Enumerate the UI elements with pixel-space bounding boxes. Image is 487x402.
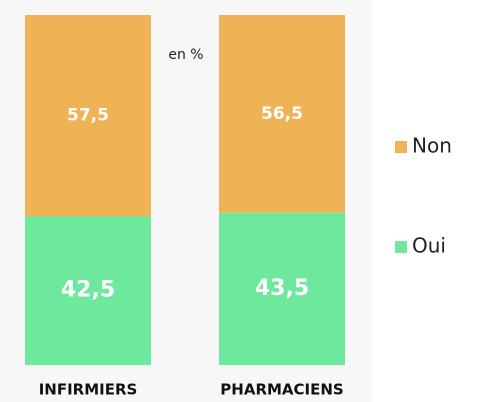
data-label: 57,5	[67, 106, 109, 126]
data-label: 43,5	[255, 276, 309, 301]
data-label: 42,5	[61, 278, 115, 303]
bar-segment	[25, 15, 151, 217]
bar-segment	[219, 212, 345, 365]
legend-label: Oui	[412, 234, 446, 258]
x-tick-label: PHARMACIENS	[220, 381, 343, 399]
legend-swatch	[395, 241, 407, 253]
x-tick-label: INFIRMIERS	[39, 381, 138, 399]
legend-box	[372, 103, 487, 285]
annotation: en %	[168, 47, 203, 63]
legend-swatch	[395, 141, 407, 153]
bar-segment	[219, 15, 345, 213]
legend-label: Non	[412, 134, 452, 158]
bar-segment	[25, 216, 151, 365]
data-label: 56,5	[261, 104, 303, 124]
